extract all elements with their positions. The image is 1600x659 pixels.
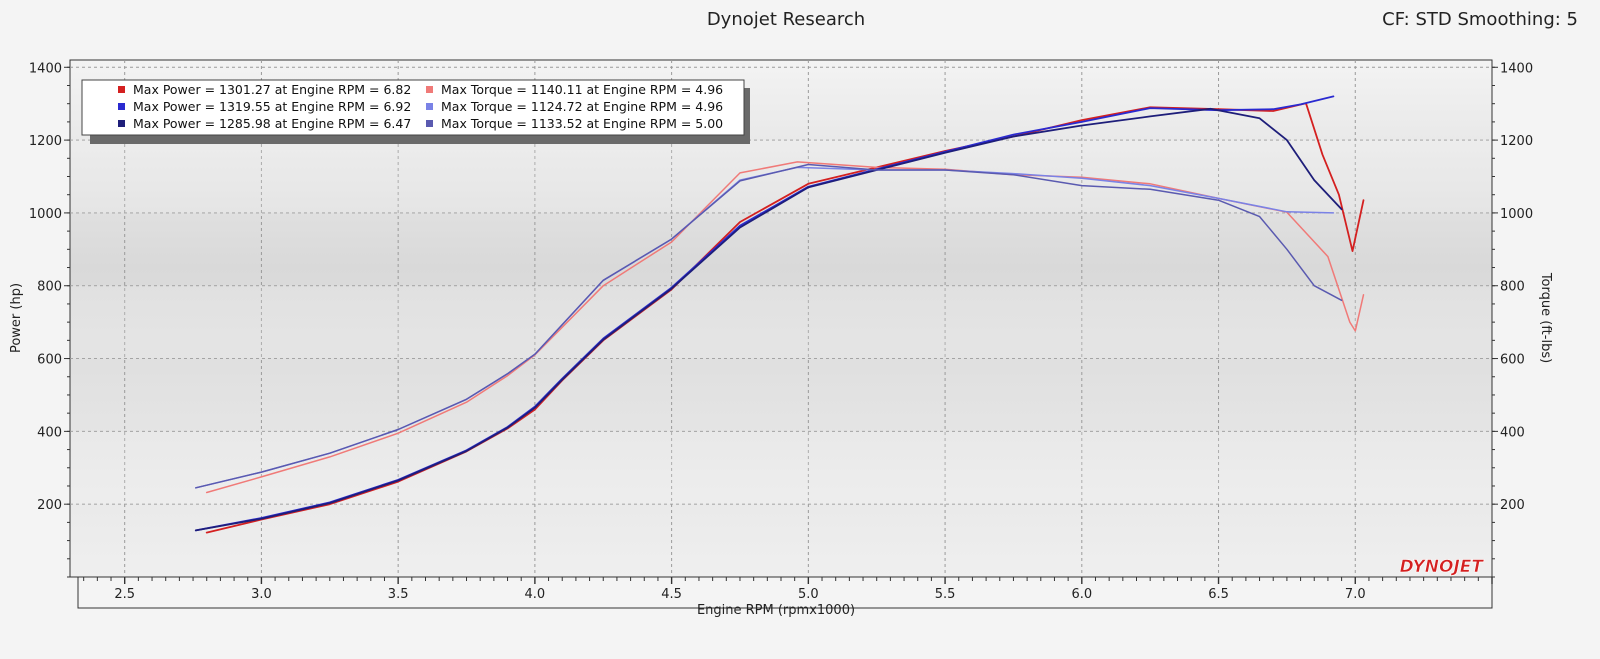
x-tick-label: 2.5 bbox=[114, 587, 135, 602]
x-tick-label: 5.5 bbox=[935, 587, 956, 602]
legend-swatch bbox=[118, 120, 125, 127]
grid-lines bbox=[70, 60, 1492, 577]
y-tick-label-left: 200 bbox=[37, 498, 62, 513]
dynojet-logo: DYNOJET bbox=[1400, 557, 1485, 577]
y-tick-label-left: 1200 bbox=[29, 134, 62, 149]
y-tick-label-right: 400 bbox=[1500, 425, 1525, 440]
series-power-5 bbox=[194, 107, 1343, 532]
legend-entry: Max Power = 1285.98 at Engine RPM = 6.47 bbox=[133, 116, 411, 131]
x-axis: 2.5 3.0 3.5 4.0 4.5 5.0 5.5 6.0 6.5 7.0 bbox=[83, 577, 1493, 602]
grid-band bbox=[71, 140, 1491, 213]
legend: Max Power = 1301.27 at Engine RPM = 6.82… bbox=[81, 79, 750, 144]
chart-title: Dynojet Research bbox=[707, 9, 865, 30]
x-tick-label: 5.0 bbox=[798, 587, 819, 602]
legend-entry: Max Torque = 1124.72 at Engine RPM = 4.9… bbox=[441, 99, 723, 114]
correction-settings: CF: STD Smoothing: 5 bbox=[1382, 9, 1578, 30]
x-tick-label: 7.0 bbox=[1345, 587, 1366, 602]
x-tick-label: 4.5 bbox=[661, 587, 682, 602]
y-tick-label-right: 1200 bbox=[1500, 134, 1533, 149]
x-tick-label: 6.0 bbox=[1071, 587, 1092, 602]
legend-swatch bbox=[118, 103, 125, 110]
legend-swatch bbox=[118, 86, 125, 93]
y-tick-label-left: 400 bbox=[37, 425, 62, 440]
legend-entry: Max Power = 1301.27 at Engine RPM = 6.82 bbox=[133, 82, 411, 97]
y-axis-right-label: Torque (ft-lbs) bbox=[1538, 272, 1553, 363]
legend-swatch bbox=[426, 86, 433, 93]
y-axis-left-label: Power (hp) bbox=[9, 283, 24, 353]
y-tick-label-left: 1000 bbox=[29, 207, 62, 222]
x-axis-label: Engine RPM (rpmx1000) bbox=[697, 603, 855, 618]
y-tick-label-right: 600 bbox=[1500, 353, 1525, 368]
x-tick-label: 3.5 bbox=[388, 587, 409, 602]
y-axis-left: 200 400 600 800 1000 1200 1400 bbox=[29, 61, 70, 578]
grid-band bbox=[71, 431, 1491, 505]
x-tick-label: 3.0 bbox=[251, 587, 272, 602]
x-tick-label: 6.5 bbox=[1208, 587, 1229, 602]
series-torque-6 bbox=[195, 163, 1343, 489]
series-torque-2 bbox=[205, 161, 1365, 494]
y-tick-label-right: 800 bbox=[1500, 280, 1525, 295]
y-axis-right: 200 400 600 800 1000 1200 1400 bbox=[1492, 61, 1533, 578]
y-tick-label-right: 1000 bbox=[1500, 207, 1533, 222]
plot-area bbox=[69, 59, 1493, 578]
x-axis-band bbox=[77, 576, 1493, 609]
legend-entry: Max Power = 1319.55 at Engine RPM = 6.92 bbox=[133, 99, 411, 114]
y-tick-label-right: 1400 bbox=[1500, 61, 1533, 76]
y-tick-label-right: 200 bbox=[1500, 498, 1525, 513]
y-tick-label-left: 800 bbox=[37, 280, 62, 295]
x-tick-label: 4.0 bbox=[525, 587, 546, 602]
legend-entry: Max Torque = 1140.11 at Engine RPM = 4.9… bbox=[441, 82, 723, 97]
grid-band bbox=[71, 285, 1491, 359]
y-tick-label-left: 1400 bbox=[29, 61, 62, 76]
legend-box bbox=[81, 79, 745, 136]
legend-swatch bbox=[426, 103, 433, 110]
legend-entry: Max Torque = 1133.52 at Engine RPM = 5.0… bbox=[441, 116, 723, 131]
series-lines bbox=[194, 95, 1365, 534]
grid-bands bbox=[71, 140, 1491, 505]
legend-swatch bbox=[426, 120, 433, 127]
y-tick-label-left: 600 bbox=[37, 353, 62, 368]
